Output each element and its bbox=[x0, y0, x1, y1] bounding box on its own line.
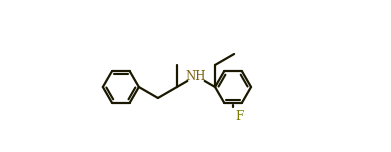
Text: F: F bbox=[235, 110, 243, 123]
Text: NH: NH bbox=[186, 69, 206, 83]
